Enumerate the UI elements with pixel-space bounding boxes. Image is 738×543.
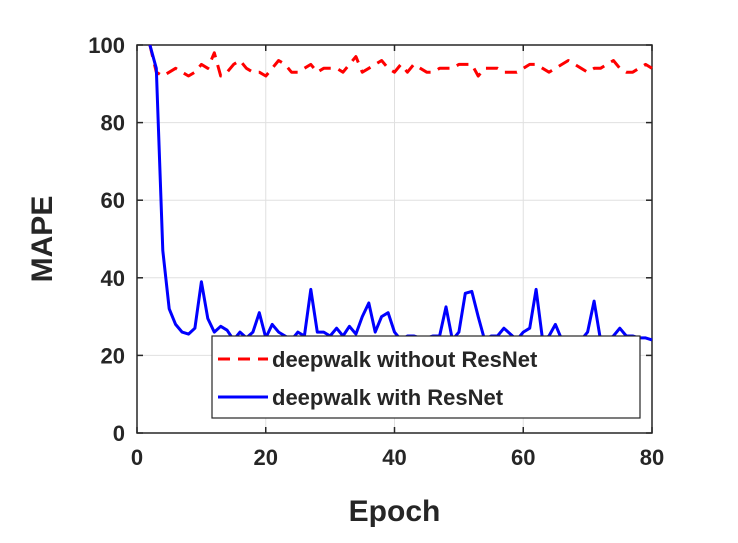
legend-label-with-resnet: deepwalk with ResNet bbox=[272, 385, 504, 410]
x-tick-label: 0 bbox=[131, 445, 143, 470]
y-tick-label: 60 bbox=[101, 188, 125, 213]
y-axis-label: MAPE bbox=[26, 196, 59, 283]
y-tick-label: 0 bbox=[113, 421, 125, 446]
y-tick-label: 100 bbox=[88, 33, 125, 58]
legend: deepwalk without ResNet deepwalk with Re… bbox=[211, 335, 641, 419]
x-tick-label: 20 bbox=[254, 445, 278, 470]
legend-label-without-resnet: deepwalk without ResNet bbox=[272, 347, 538, 372]
legend-box bbox=[211, 335, 641, 419]
axis-ticks bbox=[136, 44, 653, 434]
tick-labels: 0 20 40 60 80 0 20 40 60 80 100 bbox=[88, 33, 664, 470]
x-tick-label: 80 bbox=[640, 445, 664, 470]
x-tick-label: 60 bbox=[511, 445, 535, 470]
series-line-0 bbox=[148, 44, 653, 78]
y-tick-label: 20 bbox=[101, 343, 125, 368]
x-tick-label: 40 bbox=[382, 445, 406, 470]
x-axis-label: Epoch bbox=[349, 495, 441, 528]
y-tick-label: 40 bbox=[101, 266, 125, 291]
y-tick-label: 80 bbox=[101, 111, 125, 136]
